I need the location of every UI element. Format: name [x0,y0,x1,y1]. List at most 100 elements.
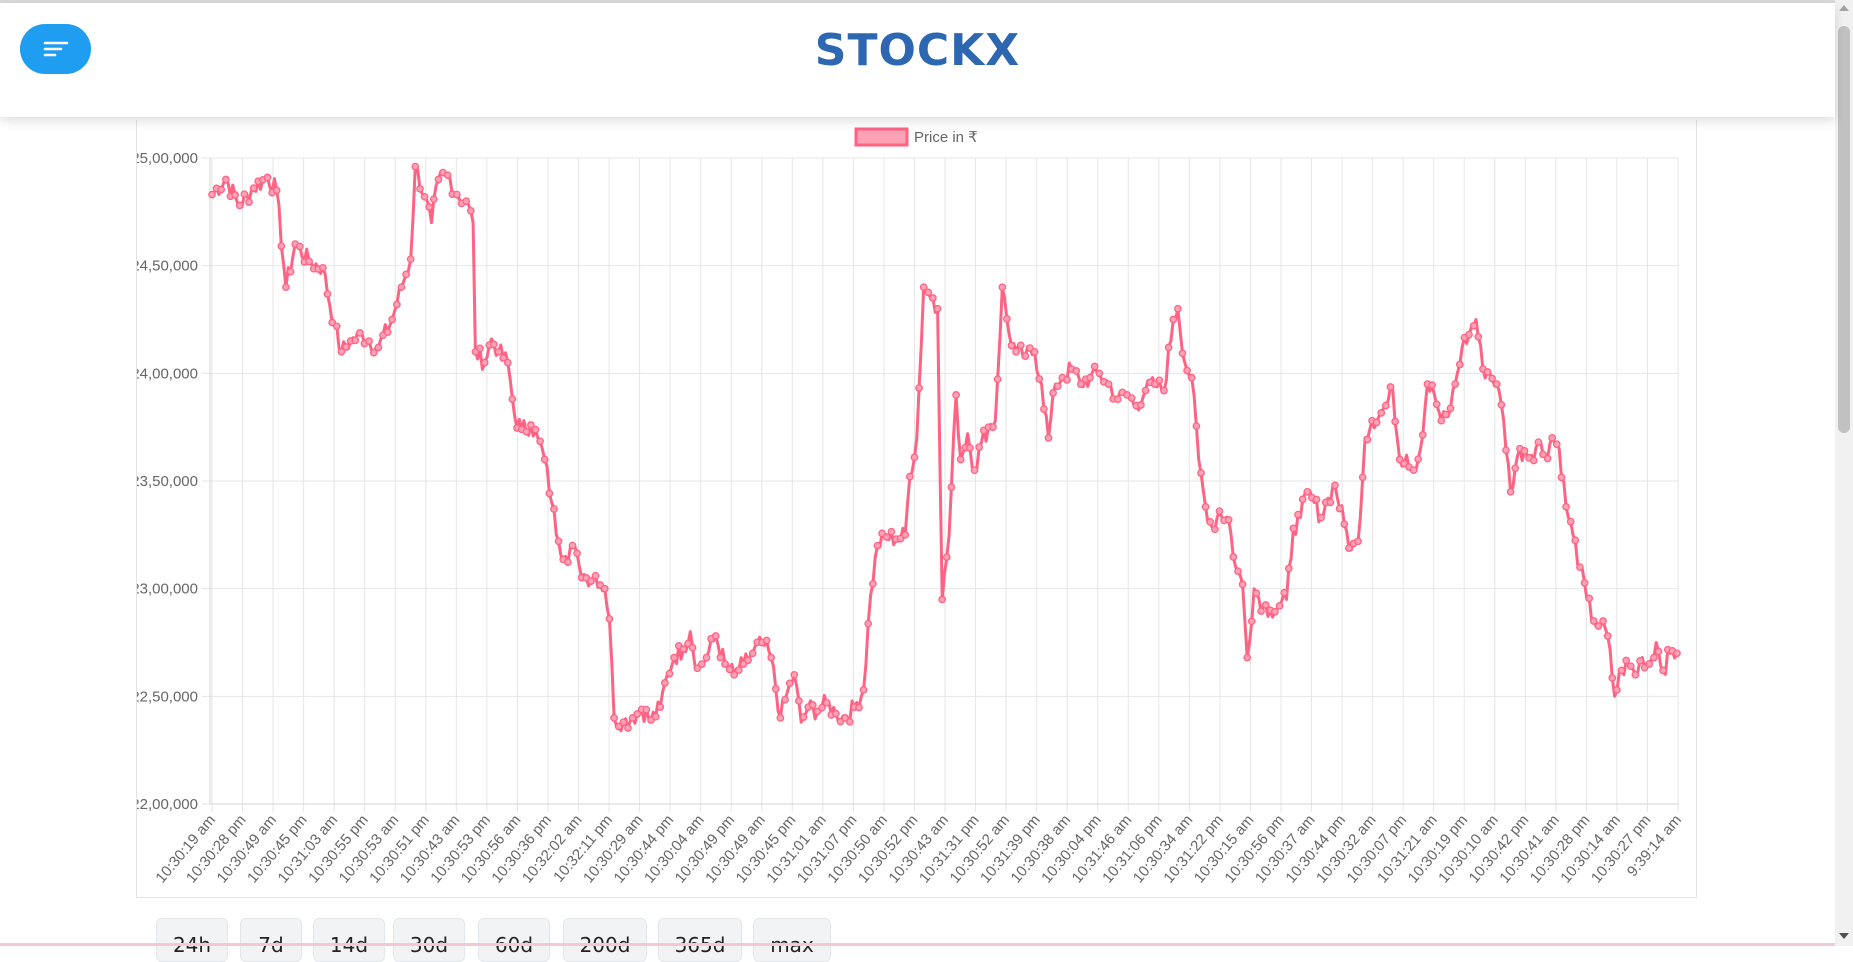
price-point[interactable] [1229,553,1238,561]
range-button-7d[interactable]: 7d [240,918,302,962]
price-point[interactable] [1187,373,1196,382]
price-point[interactable] [1141,386,1150,395]
price-point[interactable] [1298,495,1307,504]
price-point[interactable] [1585,594,1594,603]
price-point[interactable] [938,595,947,604]
legend-label[interactable]: Price in ₹ [914,129,978,146]
price-point[interactable] [286,267,295,276]
range-button-60d[interactable]: 60d [478,918,550,962]
price-point[interactable] [522,427,531,436]
price-point[interactable] [550,505,558,513]
price-point[interactable] [245,198,253,206]
price-point[interactable] [970,466,979,475]
price-point[interactable] [998,283,1007,292]
price-point[interactable] [818,703,826,712]
price-point[interactable] [1520,447,1529,455]
price-point[interactable] [744,656,752,665]
price-point[interactable] [1317,513,1325,522]
price-point[interactable] [1335,504,1344,513]
price-point[interactable] [564,558,572,566]
price-point[interactable] [1160,386,1168,395]
price-point[interactable] [1548,434,1557,442]
price-point[interactable] [1261,601,1270,609]
price-point[interactable] [305,257,313,266]
price-point[interactable] [1289,524,1298,533]
price-point[interactable] [277,242,286,250]
price-point[interactable] [1345,544,1353,553]
price-point[interactable] [614,722,623,731]
price-point[interactable] [1090,362,1099,371]
price-point[interactable] [1589,617,1598,625]
price-point[interactable] [651,712,660,721]
price-point[interactable] [1576,563,1584,571]
price-point[interactable] [503,358,512,367]
price-point[interactable] [1072,367,1081,375]
price-point[interactable] [1636,656,1644,665]
price-point[interactable] [869,579,877,588]
price-point[interactable] [1294,510,1302,519]
price-point[interactable] [1252,589,1261,598]
price-point[interactable] [905,472,914,481]
price-point[interactable] [795,697,803,705]
price-point[interactable] [1183,366,1191,375]
price-point[interactable] [762,636,771,645]
price-point[interactable] [1358,473,1367,482]
price-point[interactable] [989,423,997,431]
price-point[interactable] [1275,602,1284,610]
price-point[interactable] [1534,438,1543,447]
price-point[interactable] [1053,382,1062,391]
price-point[interactable] [1580,579,1589,587]
price-point[interactable] [1474,332,1483,341]
price-point[interactable] [365,337,373,345]
price-point[interactable] [1215,507,1224,515]
price-point[interactable] [1016,341,1025,350]
price-point[interactable] [536,437,544,446]
price-point[interactable] [1502,446,1510,455]
price-point[interactable] [776,714,785,722]
price-point[interactable] [429,195,438,204]
price-point[interactable] [693,664,702,673]
price-point[interactable] [554,537,563,546]
price-point[interactable] [808,701,817,709]
price-point[interactable] [610,714,618,722]
price-point[interactable] [1164,343,1173,352]
price-point[interactable] [263,173,272,182]
price-point[interactable] [1280,588,1289,597]
price-point[interactable] [1562,502,1570,511]
price-point[interactable] [1673,649,1681,658]
price-point[interactable] [1113,395,1122,404]
price-point[interactable] [1284,564,1293,573]
price-point[interactable] [1451,380,1460,388]
price-point[interactable] [1539,450,1547,459]
price-point[interactable] [208,190,216,199]
price-point[interactable] [665,669,674,678]
price-point[interactable] [231,191,239,199]
price-point[interactable] [1104,380,1113,388]
price-point[interactable] [1391,417,1399,426]
price-point[interactable] [1455,360,1464,369]
price-point[interactable] [1492,380,1501,388]
scroll-down-arrow-icon[interactable] [1839,933,1849,939]
price-point[interactable] [545,489,554,498]
price-point[interactable] [319,263,327,272]
price-point[interactable] [725,665,734,674]
price-point[interactable] [587,577,595,585]
price-point[interactable] [1243,653,1252,662]
price-point[interactable] [790,670,799,679]
price-point[interactable] [841,714,849,722]
price-point[interactable] [249,184,258,192]
price-point[interactable] [240,190,249,199]
price-point[interactable] [942,553,951,562]
price-point[interactable] [1331,481,1339,490]
price-point[interactable] [873,541,882,550]
price-point[interactable] [1326,498,1335,507]
price-point[interactable] [956,455,965,464]
price-point[interactable] [508,395,517,403]
price-point[interactable] [1206,518,1215,526]
price-point[interactable] [864,619,873,628]
price-point[interactable] [402,270,410,279]
price-point[interactable] [933,304,942,313]
price-point[interactable] [397,283,406,292]
price-point[interactable] [1063,376,1071,384]
price-point[interactable] [952,391,960,399]
